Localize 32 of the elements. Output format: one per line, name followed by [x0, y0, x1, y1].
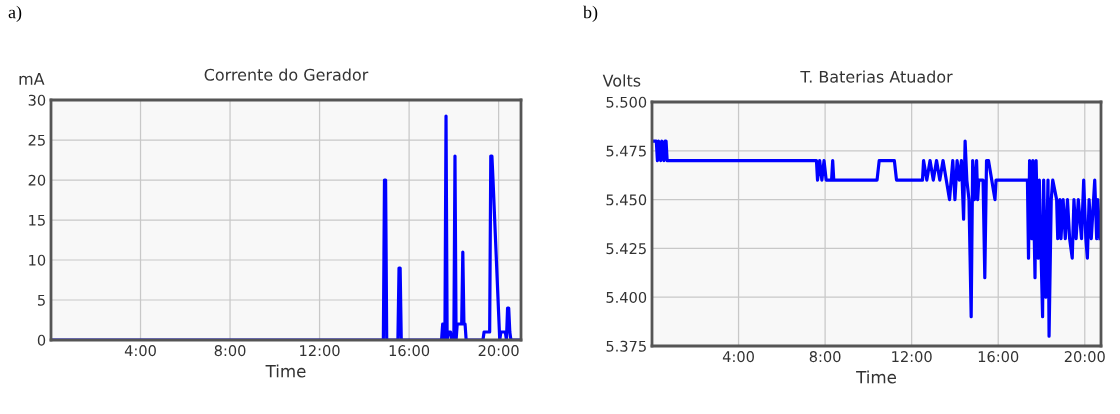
y-tick-label: 5.425	[606, 243, 646, 255]
x-tick-label: 16:00	[389, 345, 430, 357]
x-tick-label: 12:00	[892, 351, 932, 363]
x-tick-label: 20:00	[478, 345, 519, 357]
x-axis-title: Time	[265, 364, 306, 378]
x-tick-label: 12:00	[300, 345, 340, 357]
y-axis-title: Volts	[602, 74, 641, 87]
y-tick-label: 0	[37, 334, 46, 346]
y-tick-label: 5.475	[606, 145, 646, 157]
text: a)	[8, 5, 22, 22]
x-tick-label: 8:00	[809, 351, 841, 363]
x-axis-title: Time	[856, 370, 896, 384]
chart-title: Corrente do Gerador	[204, 68, 369, 81]
x-tick-label: 16:00	[978, 351, 1019, 363]
y-tick-label: 20	[28, 174, 46, 186]
x-tick-label: 20:00	[1064, 351, 1105, 363]
line-series	[652, 139, 1101, 338]
y-tick-label: 5	[37, 294, 45, 306]
y-tick-label: 10	[29, 254, 46, 266]
y-tick-label: 5.450	[606, 194, 647, 206]
y-tick-label: 15	[29, 214, 45, 226]
y-axis-title: mA	[19, 73, 45, 85]
y-tick-label: 30	[28, 94, 46, 106]
chart-title: T. Baterias Atuador	[800, 70, 953, 83]
y-tick-label: 5.375	[606, 340, 646, 352]
y-tick-label: 5.500	[606, 96, 647, 108]
y-tick-label: 25	[28, 134, 45, 146]
x-tick-label: 4:00	[722, 351, 754, 363]
x-tick-label: 8:00	[214, 345, 246, 357]
x-tick-label: 4:00	[124, 345, 156, 357]
y-tick-label: 5.400	[606, 291, 647, 303]
text: b)	[583, 5, 598, 22]
